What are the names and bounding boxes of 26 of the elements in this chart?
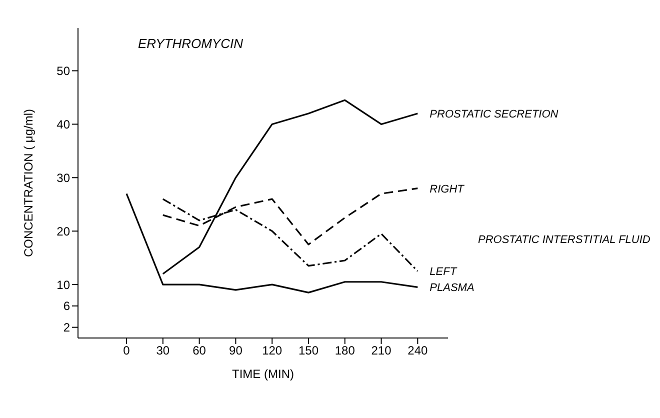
x-axis-title: TIME (MIN) [232,367,294,381]
series-label: LEFT [430,266,458,278]
y-tick-label: 40 [56,117,70,132]
series-label: PLASMA [430,282,474,294]
x-tick-label: 90 [229,344,243,358]
text: PROSTATIC INTERSTITIAL FLUID [478,234,650,246]
x-tick-label: 0 [123,344,130,358]
series-label: PROSTATIC SECRETION [430,108,558,121]
x-tick-label: 210 [371,344,392,358]
x-tick-label: 120 [262,344,282,358]
x-tick-label: 180 [334,344,356,358]
text: ERYTHROMYCIN [138,36,244,51]
y-tick-label: 6 [63,299,70,314]
y-tick-label: 30 [56,170,70,185]
y-tick-label: 20 [56,224,70,238]
y-tick-label: 2 [63,320,70,335]
x-tick-label: 150 [298,344,319,358]
y-tick-label: 10 [56,278,70,292]
line-series [162,99,418,275]
x-tick-label: 240 [408,344,428,358]
x-tick-label: 60 [192,344,206,358]
series-label: RIGHT [430,183,466,196]
line-series [126,192,418,294]
y-tick-label: 50 [56,64,70,78]
y-axis-title: CONCENTRATION ( μg/ml) [21,108,36,258]
x-tick-label: 30 [156,344,170,358]
